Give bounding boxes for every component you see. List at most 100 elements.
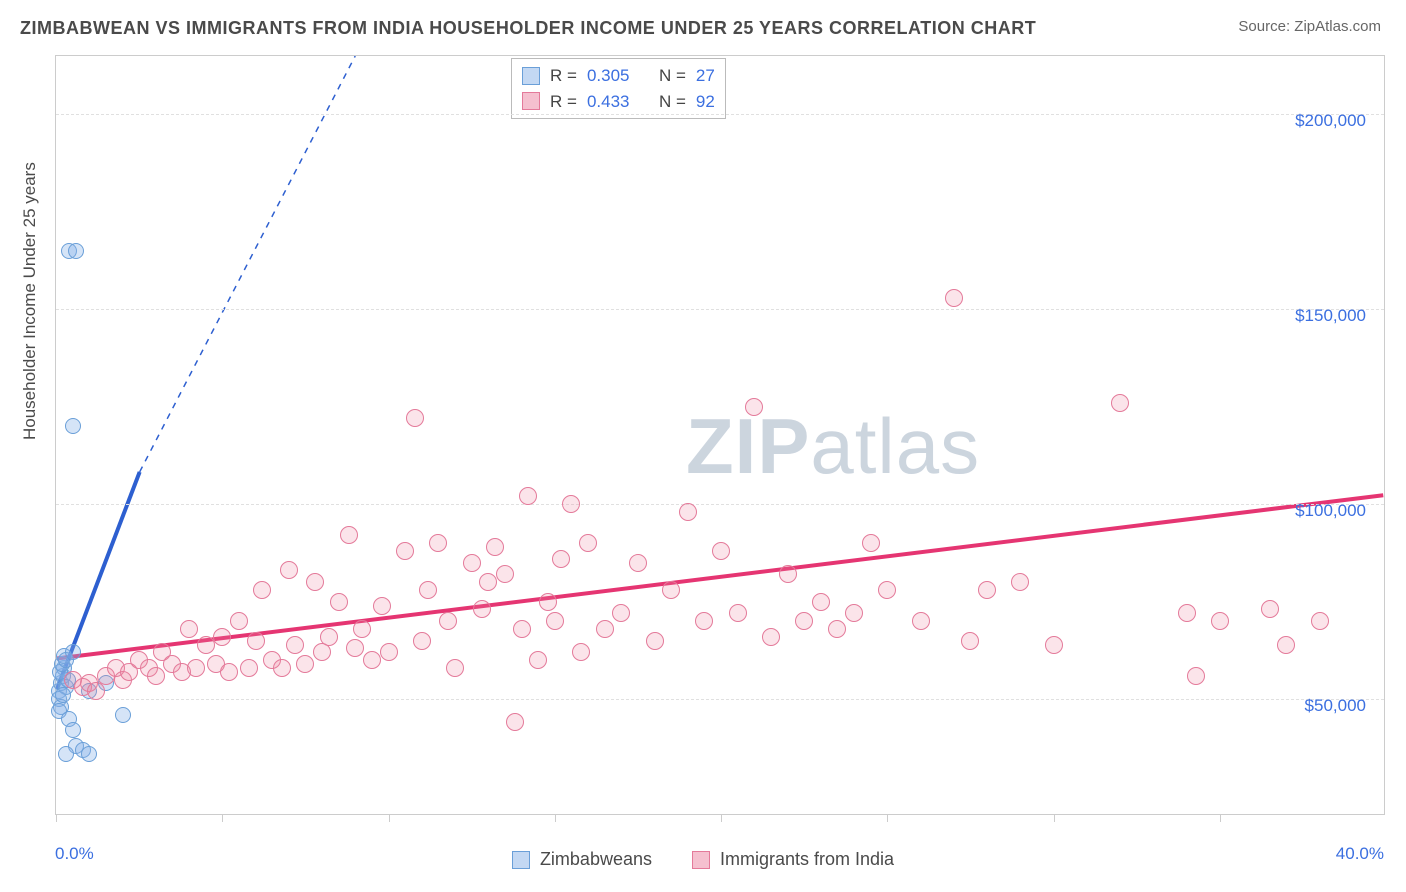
scatter-point — [961, 632, 979, 650]
scatter-point — [320, 628, 338, 646]
gridline-h — [56, 309, 1384, 310]
scatter-point — [306, 573, 324, 591]
scatter-point — [330, 593, 348, 611]
scatter-point — [446, 659, 464, 677]
scatter-point — [712, 542, 730, 560]
scatter-point — [380, 643, 398, 661]
stat-n-value: 27 — [696, 63, 715, 89]
scatter-point — [646, 632, 664, 650]
scatter-point — [253, 581, 271, 599]
scatter-point — [65, 644, 81, 660]
x-tick — [721, 814, 722, 822]
scatter-point — [629, 554, 647, 572]
scatter-point — [473, 600, 491, 618]
swatch-pink — [692, 851, 710, 869]
scatter-point — [115, 707, 131, 723]
scatter-point — [81, 746, 97, 762]
scatter-point — [486, 538, 504, 556]
stat-row-india: R = 0.433 N = 92 — [522, 89, 715, 115]
scatter-point — [220, 663, 238, 681]
stat-row-zimbabweans: R = 0.305 N = 27 — [522, 63, 715, 89]
x-tick — [1054, 814, 1055, 822]
scatter-point — [762, 628, 780, 646]
scatter-point — [187, 659, 205, 677]
stat-n-label: N = — [659, 63, 686, 89]
y-axis-label: Householder Income Under 25 years — [20, 162, 40, 440]
scatter-point — [1178, 604, 1196, 622]
scatter-point — [87, 682, 105, 700]
plot-area: ZIPatlas R = 0.305 N = 27 R = 0.433 N = … — [55, 55, 1385, 815]
x-tick — [555, 814, 556, 822]
gridline-h — [56, 699, 1384, 700]
y-tick-label: $100,000 — [1295, 501, 1366, 521]
swatch-blue — [522, 67, 540, 85]
stat-r-label: R = — [550, 89, 577, 115]
stat-r-label: R = — [550, 63, 577, 89]
x-tick — [389, 814, 390, 822]
scatter-point — [812, 593, 830, 611]
scatter-point — [519, 487, 537, 505]
stat-n-value: 92 — [696, 89, 715, 115]
scatter-point — [828, 620, 846, 638]
stat-n-label: N = — [659, 89, 686, 115]
scatter-point — [779, 565, 797, 583]
scatter-point — [1311, 612, 1329, 630]
scatter-point — [413, 632, 431, 650]
correlation-stats-box: R = 0.305 N = 27 R = 0.433 N = 92 — [511, 58, 726, 119]
y-tick-label: $200,000 — [1295, 111, 1366, 131]
legend: Zimbabweans Immigrants from India — [0, 849, 1406, 870]
scatter-point — [596, 620, 614, 638]
scatter-point — [180, 620, 198, 638]
scatter-point — [68, 243, 84, 259]
scatter-point — [862, 534, 880, 552]
scatter-point — [1261, 600, 1279, 618]
scatter-point — [513, 620, 531, 638]
source-link[interactable]: ZipAtlas.com — [1294, 18, 1381, 35]
scatter-point — [1277, 636, 1295, 654]
scatter-point — [1211, 612, 1229, 630]
scatter-point — [55, 687, 71, 703]
trend-line — [140, 56, 356, 472]
scatter-point — [479, 573, 497, 591]
scatter-point — [213, 628, 231, 646]
scatter-point — [1111, 394, 1129, 412]
scatter-point — [406, 409, 424, 427]
scatter-point — [978, 581, 996, 599]
x-tick — [887, 814, 888, 822]
scatter-point — [247, 632, 265, 650]
scatter-point — [280, 561, 298, 579]
stat-r-value: 0.433 — [587, 89, 630, 115]
scatter-point — [273, 659, 291, 677]
scatter-point — [845, 604, 863, 622]
scatter-point — [1187, 667, 1205, 685]
scatter-point — [373, 597, 391, 615]
scatter-point — [240, 659, 258, 677]
gridline-h — [56, 114, 1384, 115]
legend-label: Zimbabweans — [540, 849, 652, 870]
scatter-point — [662, 581, 680, 599]
legend-item-zimbabweans: Zimbabweans — [512, 849, 652, 870]
scatter-point — [58, 746, 74, 762]
scatter-point — [296, 655, 314, 673]
scatter-point — [65, 418, 81, 434]
scatter-point — [340, 526, 358, 544]
scatter-point — [363, 651, 381, 669]
scatter-point — [546, 612, 564, 630]
scatter-point — [463, 554, 481, 572]
legend-item-india: Immigrants from India — [692, 849, 894, 870]
x-tick — [1220, 814, 1221, 822]
scatter-point — [679, 503, 697, 521]
scatter-point — [729, 604, 747, 622]
y-tick-label: $50,000 — [1305, 696, 1366, 716]
scatter-point — [529, 651, 547, 669]
legend-label: Immigrants from India — [720, 849, 894, 870]
scatter-point — [1045, 636, 1063, 654]
scatter-point — [539, 593, 557, 611]
scatter-point — [912, 612, 930, 630]
scatter-point — [695, 612, 713, 630]
scatter-point — [506, 713, 524, 731]
scatter-point — [230, 612, 248, 630]
scatter-point — [552, 550, 570, 568]
scatter-point — [197, 636, 215, 654]
scatter-point — [439, 612, 457, 630]
